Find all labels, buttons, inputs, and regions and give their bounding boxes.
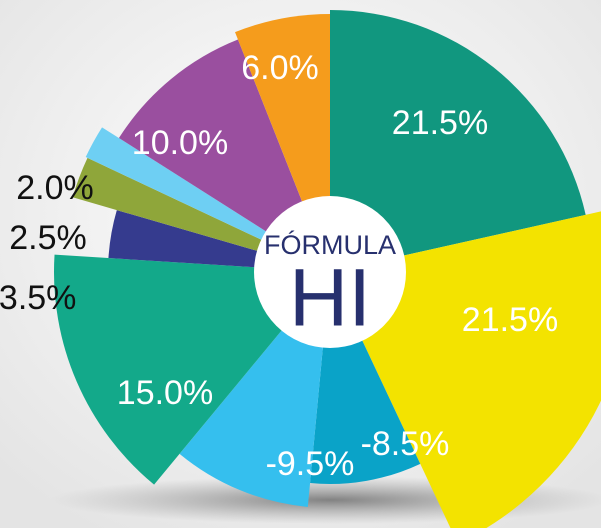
value-label: 15.0% [117,374,213,412]
value-label: 2.0% [16,169,94,207]
value-label: -8.5% [361,425,450,463]
center-title: FÓRMULA [264,229,396,260]
value-label: 10.0% [132,124,228,162]
value-label: 2.5% [9,219,87,257]
value-label: 21.5% [462,301,558,339]
value-label: -3.5% [0,279,76,317]
value-label: 6.0% [241,49,319,87]
value-label: -9.5% [266,445,355,483]
slice [330,10,586,272]
labels: 21.5% 21.5% -8.5%-9.5% 15.0% -3.5% 2.5% 2.0% 10… [0,49,558,483]
value-label: 21.5% [392,104,488,142]
center-subtitle: HI [289,253,371,344]
slice [54,254,330,485]
slice [118,39,330,272]
center-circle [254,196,406,348]
